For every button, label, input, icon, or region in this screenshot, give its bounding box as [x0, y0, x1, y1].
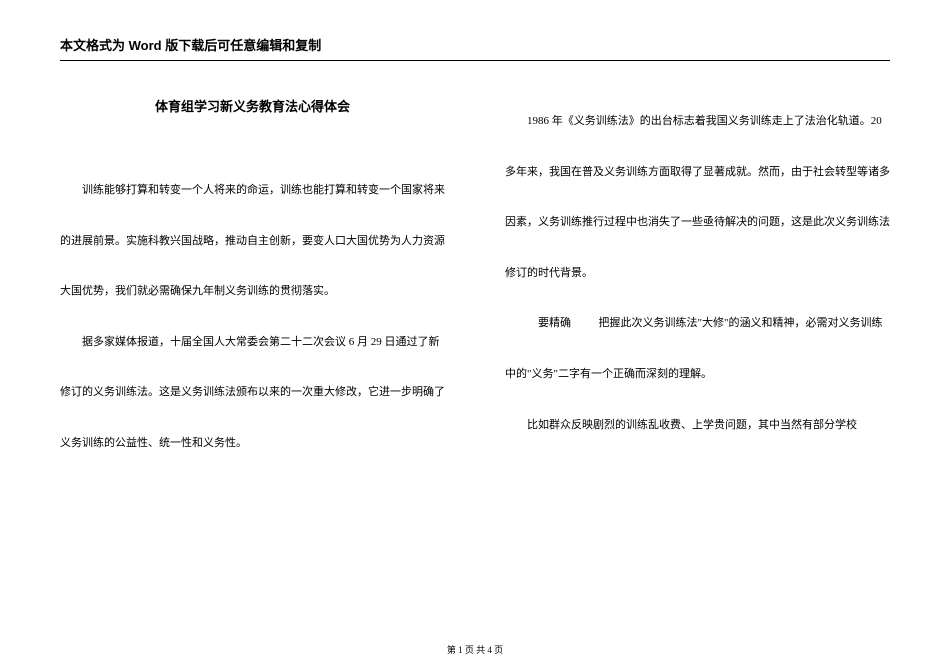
paragraph-label: 要精确 [538, 298, 571, 349]
page-footer: 第 1 页 共 4 页 [0, 643, 950, 656]
content-columns: 体育组学习新义务教育法心得体会 训练能够打算和转变一个人将来的命运，训练也能打算… [60, 96, 890, 469]
document-page: 本文格式为 Word 版下载后可任意编辑和复制 体育组学习新义务教育法心得体会 … [0, 0, 950, 672]
right-paragraph-1: 1986 年《义务训练法》的出台标志着我国义务训练走上了法治化轨道。20 多年来… [505, 96, 890, 298]
left-paragraph-2: 据多家媒体报道，十届全国人大常委会第二十二次会议 6 月 29 日通过了新修订的… [60, 317, 445, 469]
left-paragraph-1: 训练能够打算和转变一个人将来的命运，训练也能打算和转变一个国家将来的进展前景。实… [60, 165, 445, 317]
header-notice: 本文格式为 Word 版下载后可任意编辑和复制 [60, 35, 890, 61]
document-title: 体育组学习新义务教育法心得体会 [60, 96, 445, 115]
left-column: 体育组学习新义务教育法心得体会 训练能够打算和转变一个人将来的命运，训练也能打算… [60, 96, 445, 469]
right-paragraph-3: 比如群众反映剧烈的训练乱收费、上学贵问题，其中当然有部分学校 [505, 400, 890, 451]
right-column: 1986 年《义务训练法》的出台标志着我国义务训练走上了法治化轨道。20 多年来… [505, 96, 890, 469]
right-paragraph-2: 要精确把握此次义务训练法"大修"的涵义和精神，必需对义务训练中的"义务"二字有一… [505, 298, 890, 399]
